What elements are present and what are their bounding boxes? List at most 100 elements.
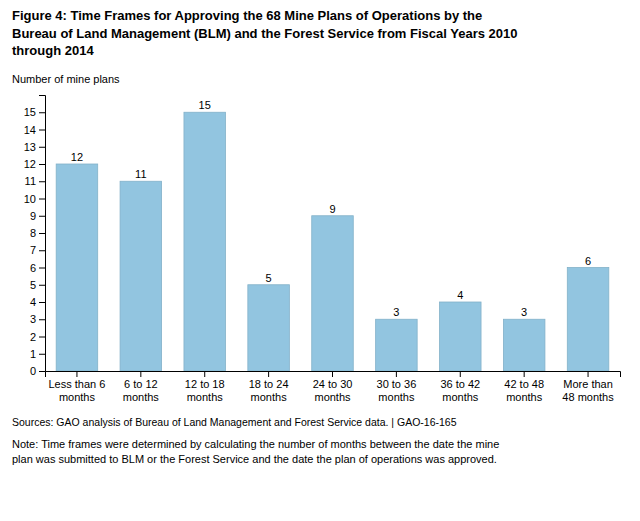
y-tick: 3 [30,313,45,325]
data-label: 15 [199,99,211,111]
x-tick-label: 30 to 36months [377,378,417,403]
bar [312,216,354,371]
bar [120,181,162,371]
x-tick: 18 to 24months [249,371,289,403]
x-tick: 12 to 18months [185,371,225,403]
y-tick-label: 4 [30,296,36,308]
y-tick-label: 13 [24,141,36,153]
y-tick-mark [39,112,45,113]
y-tick: 13 [24,141,45,153]
bar [56,164,98,371]
data-label: 3 [521,306,527,318]
x-tick: 42 to 48months [504,371,544,403]
y-tick-mark [39,199,45,200]
y-axis-title: Number of mine plans [12,73,120,85]
y-tick-mark [39,354,45,355]
y-tick-label: 14 [24,124,36,136]
x-axis-line [46,372,621,378]
plot: 0123456789101112131415Less than 6months6… [24,96,621,404]
x-tick-label: 36 to 42months [440,378,480,403]
y-tick-mark [39,181,45,182]
bar [248,285,290,371]
bar [184,112,226,371]
data-label: 12 [71,151,83,163]
chart: Figure 4: Time Frames for Approving the … [0,0,640,521]
x-tick-mark [588,371,589,377]
bars [56,112,609,371]
y-tick: 7 [30,244,45,256]
y-axis-line [39,96,46,372]
y-tick-label: 2 [30,331,36,343]
data-label: 3 [393,306,399,318]
x-tick-mark [268,371,269,377]
y-tick-label: 0 [30,365,36,377]
y-tick-mark [39,130,45,131]
x-tick-mark [396,371,397,377]
y-tick-label: 8 [30,227,36,239]
x-tick: 24 to 30months [313,371,353,403]
x-tick-label: More than48 months [562,378,614,403]
y-tick: 15 [24,106,45,118]
y-tick: 10 [24,193,45,205]
data-labels: 121115593436 [71,99,591,318]
y-tick: 2 [30,331,45,343]
y-tick-label: 15 [24,106,36,118]
x-tick-mark [460,371,461,377]
y-tick: 14 [24,124,45,136]
y-axis: 0123456789101112131415 [24,96,46,378]
x-axis: Less than 6months 6 to 12months 12 to 18mo… [46,371,621,403]
note: Note: Time frames were determined by cal… [12,438,499,465]
bar [503,319,545,371]
bar [440,302,482,371]
y-tick: 12 [24,158,45,170]
y-tick-mark [39,147,45,148]
x-tick: More than48 months [562,371,614,403]
y-tick-mark [39,216,45,217]
x-tick-mark [332,371,333,377]
y-tick-mark [39,233,45,234]
y-tick-mark [39,319,45,320]
x-tick-label: 12 to 18months [185,378,225,403]
bar [376,319,418,371]
x-tick-label: 42 to 48months [504,378,544,403]
x-tick: 6 to 12months [123,371,160,403]
y-tick-label: 12 [24,158,36,170]
x-tick-mark [204,371,205,377]
bar [567,268,609,372]
y-tick: 1 [30,348,45,360]
y-tick-mark [39,302,45,303]
x-tick: 36 to 42months [440,371,480,403]
y-tick: 6 [30,262,45,274]
x-tick-label: 24 to 30months [313,378,353,403]
y-tick-label: 7 [30,244,36,256]
y-tick-label: 6 [30,262,36,274]
y-tick: 5 [30,279,45,291]
y-tick: 4 [30,296,45,308]
y-tick-mark [39,250,45,251]
y-tick-label: 10 [24,193,36,205]
title: Figure 4: Time Frames for Approving the … [12,8,517,58]
data-label: 11 [135,168,146,180]
y-tick-label: 3 [30,313,36,325]
data-label: 5 [266,272,272,284]
x-tick-label: Less than 6months [49,378,106,403]
y-tick: 8 [30,227,45,239]
x-tick-mark [524,371,525,377]
y-tick-label: 1 [30,348,36,360]
y-tick-mark [39,268,45,269]
y-tick: 11 [25,175,45,187]
y-tick-mark [39,285,45,286]
y-tick: 9 [30,210,45,222]
x-tick: 30 to 36months [377,371,417,403]
x-tick-mark [76,371,77,377]
y-tick-mark [39,371,45,372]
x-tick: Less than 6months [49,371,106,403]
data-label: 4 [457,289,463,301]
y-tick-label: 5 [30,279,36,291]
y-tick: 0 [30,365,45,377]
y-tick-label: 11 [25,175,36,187]
x-tick-label: 6 to 12months [123,378,160,403]
x-tick-label: 18 to 24months [249,378,289,403]
y-tick-label: 9 [30,210,36,222]
data-label: 6 [585,255,591,267]
